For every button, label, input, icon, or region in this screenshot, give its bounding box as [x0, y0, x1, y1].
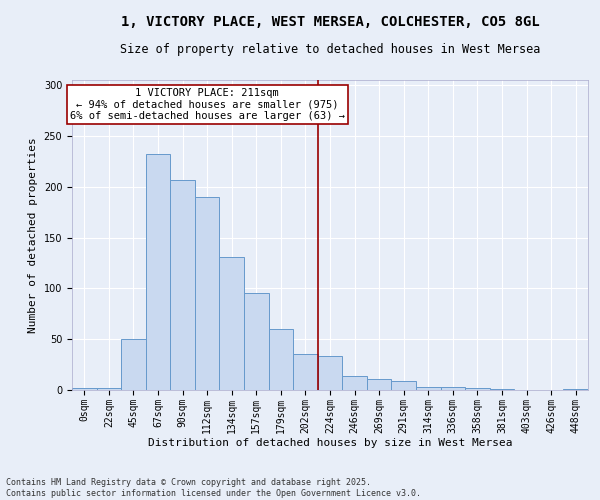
Bar	[318, 356, 342, 390]
Bar	[195, 197, 220, 390]
Bar	[72, 388, 97, 390]
Bar	[146, 154, 170, 390]
X-axis label: Distribution of detached houses by size in West Mersea: Distribution of detached houses by size …	[148, 438, 512, 448]
Bar	[244, 294, 269, 390]
Bar	[416, 387, 440, 390]
Y-axis label: Number of detached properties: Number of detached properties	[28, 137, 38, 333]
Text: 1, VICTORY PLACE, WEST MERSEA, COLCHESTER, CO5 8GL: 1, VICTORY PLACE, WEST MERSEA, COLCHESTE…	[121, 15, 539, 29]
Bar	[563, 389, 588, 390]
Bar	[490, 389, 514, 390]
Bar	[440, 387, 465, 390]
Bar	[170, 180, 195, 390]
Bar	[465, 388, 490, 390]
Text: Contains HM Land Registry data © Crown copyright and database right 2025.
Contai: Contains HM Land Registry data © Crown c…	[6, 478, 421, 498]
Bar	[342, 376, 367, 390]
Bar	[391, 381, 416, 390]
Text: 1 VICTORY PLACE: 211sqm
← 94% of detached houses are smaller (975)
6% of semi-de: 1 VICTORY PLACE: 211sqm ← 94% of detache…	[70, 88, 344, 122]
Bar	[269, 329, 293, 390]
Text: Size of property relative to detached houses in West Mersea: Size of property relative to detached ho…	[120, 42, 540, 56]
Bar	[293, 354, 318, 390]
Bar	[220, 257, 244, 390]
Bar	[367, 379, 391, 390]
Bar	[97, 388, 121, 390]
Bar	[121, 339, 146, 390]
